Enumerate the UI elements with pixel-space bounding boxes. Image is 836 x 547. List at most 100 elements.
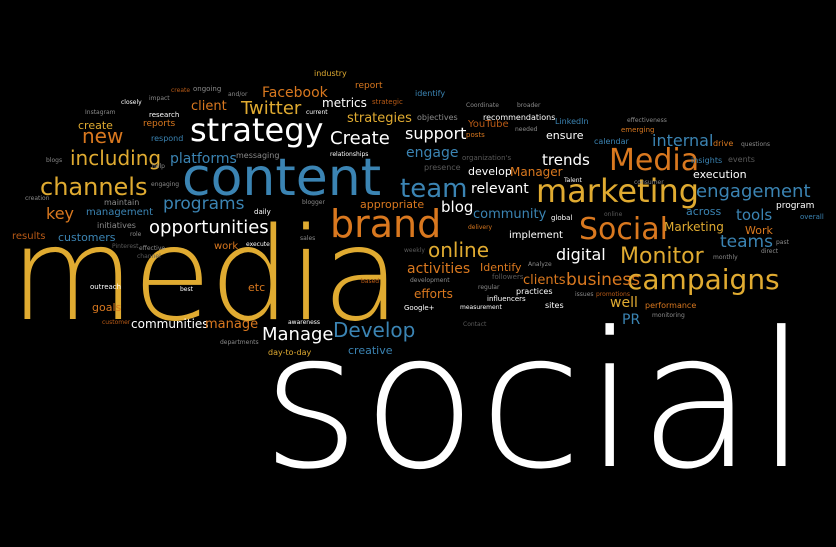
word-channel: channel	[137, 253, 161, 260]
word-community: community	[473, 207, 547, 222]
word-promotions: promotions	[596, 291, 630, 298]
word-platforms: platforms	[170, 151, 237, 167]
word-Monitor: Monitor	[620, 244, 704, 269]
word-YouTube: YouTube	[468, 119, 509, 130]
word-brand: brand	[330, 202, 442, 246]
word-teams: teams	[720, 232, 773, 252]
word-reports: reports	[143, 119, 176, 129]
word-ongoing: ongoing	[193, 85, 222, 93]
word-Analyze: Analyze	[528, 261, 552, 268]
word-research: research	[149, 111, 180, 119]
word-and-or: and/or	[228, 91, 248, 98]
word-measurement: measurement	[460, 304, 502, 311]
word-Talent: Talent	[564, 177, 582, 184]
word-Manager: Manager	[510, 165, 563, 179]
word-blogger: blogger	[302, 199, 325, 206]
word-team: team	[400, 174, 468, 204]
word-Identify: Identify	[480, 261, 522, 274]
word-Social: Social	[579, 212, 668, 247]
word-delivery: delivery	[468, 224, 493, 231]
word-content: content	[182, 148, 382, 208]
word-online: online	[428, 238, 490, 262]
word-help: help	[152, 163, 165, 170]
word-Contact: Contact	[463, 321, 487, 328]
word-overall: overall	[800, 213, 824, 221]
word-issues: issues	[575, 291, 594, 298]
word-execute: execute	[246, 241, 270, 248]
word-role: role	[130, 231, 142, 238]
word-client: client	[191, 99, 227, 114]
word-create: create	[78, 119, 113, 132]
word-needed: needed	[515, 126, 538, 133]
word-management: management	[86, 207, 153, 218]
word-PR: PR	[622, 312, 641, 328]
word-relationships: relationships	[330, 151, 369, 158]
word-direct: direct	[761, 248, 779, 255]
word-engage: engage	[406, 145, 459, 161]
word-metrics: metrics	[322, 96, 367, 110]
word-support: support	[405, 124, 467, 143]
word-blog: blog	[441, 198, 474, 216]
word-blogs: blogs	[46, 157, 63, 164]
word-create-small: create	[171, 87, 191, 94]
word-well: well	[610, 295, 638, 311]
word-monthly: monthly	[713, 254, 738, 261]
word-implement: implement	[509, 230, 563, 241]
word-Pinterest: Pinterest	[112, 243, 139, 250]
word-results: results	[12, 231, 46, 242]
word-relevant: relevant	[471, 181, 529, 197]
word-events: events	[728, 155, 755, 164]
word-effectiveness: effectiveness	[627, 117, 667, 124]
word-weekly: weekly	[404, 247, 425, 254]
word-creation: creation	[25, 195, 50, 202]
word-industry: industry	[314, 69, 347, 78]
word-drive: drive	[713, 139, 734, 148]
word-creative: creative	[348, 344, 393, 357]
word-Marketing: Marketing	[664, 220, 724, 234]
word-current: current	[306, 109, 328, 116]
word-posts: posts	[466, 131, 485, 139]
word-trends: trends	[542, 151, 590, 169]
word-Work: Work	[745, 224, 773, 237]
word-goals: goals	[92, 301, 122, 314]
word-Coordinate: Coordinate	[466, 102, 499, 109]
word-ensure: ensure	[546, 129, 584, 142]
word-communities: communities	[131, 317, 209, 331]
word-recommendations: recommendations	[483, 113, 556, 122]
word-insights: insights	[691, 156, 723, 165]
word-Google-plus: Google+	[404, 304, 435, 312]
word-internal: internal	[652, 131, 714, 150]
word-respond: respond	[151, 134, 184, 143]
word-manage: manage	[205, 317, 259, 332]
word-across: across	[686, 205, 722, 218]
word-past: past	[776, 239, 789, 246]
word-etc: etc	[248, 281, 266, 294]
word-engagement: engagement	[696, 181, 811, 202]
word-media: media	[10, 201, 401, 350]
word-daily: daily	[254, 208, 271, 216]
word-appropriate: appropriate	[360, 198, 425, 211]
word-opportunities: opportunities	[149, 217, 269, 238]
word-key: key	[46, 204, 75, 223]
word-business: business	[566, 270, 641, 290]
word-programs: programs	[163, 194, 245, 214]
word-influencers: influencers	[487, 295, 526, 303]
word-objectives: objectives	[417, 113, 458, 122]
word-develop: develop	[468, 165, 512, 178]
word-customer: customer	[102, 319, 131, 326]
word-effective: effective	[139, 245, 166, 252]
word-global: global	[551, 214, 573, 222]
word-sites: sites	[545, 301, 564, 310]
word-messaging: messaging	[236, 151, 280, 160]
word-practices: practices	[516, 287, 553, 296]
word-tools: tools	[736, 206, 773, 224]
word-Media: Media	[609, 143, 700, 178]
word-Develop: Develop	[333, 318, 416, 342]
word-presence: presence	[424, 163, 461, 172]
word-development: development	[410, 277, 450, 284]
word-followers: followers	[492, 273, 524, 281]
word-Twitter: Twitter	[241, 98, 302, 119]
word-online-small: online	[604, 211, 623, 218]
word-report: report	[355, 81, 383, 91]
word-channels: channels	[40, 173, 148, 201]
